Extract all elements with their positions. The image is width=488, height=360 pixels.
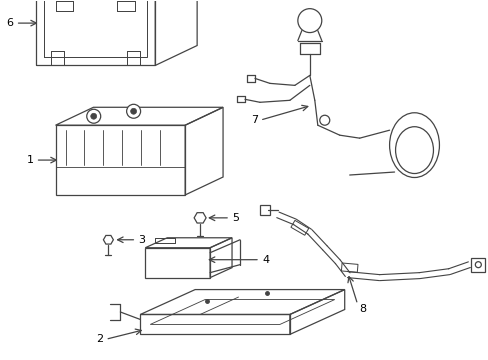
Circle shape	[130, 108, 136, 114]
Text: 1: 1	[26, 155, 34, 165]
Text: 6: 6	[7, 18, 14, 28]
Circle shape	[91, 113, 97, 119]
Text: 7: 7	[250, 115, 258, 125]
Text: 3: 3	[138, 235, 145, 245]
Text: 2: 2	[96, 334, 103, 345]
Circle shape	[86, 109, 101, 123]
Text: 8: 8	[359, 305, 366, 315]
Text: 5: 5	[232, 213, 239, 223]
Circle shape	[126, 104, 141, 118]
Text: 4: 4	[262, 255, 268, 265]
Circle shape	[297, 9, 321, 32]
